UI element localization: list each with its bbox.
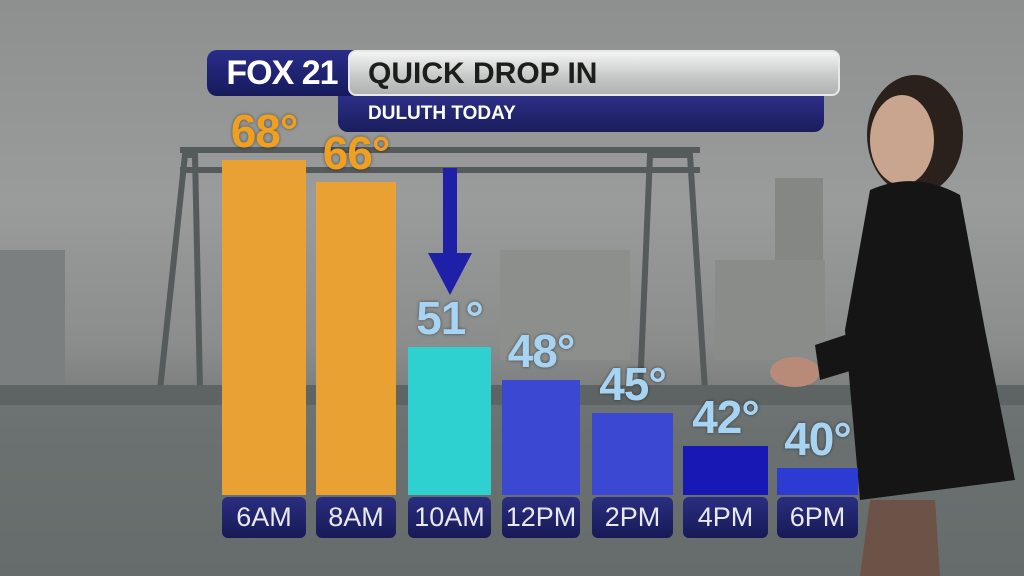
- value-label: 68°: [230, 105, 299, 157]
- station-logo: FOX 21: [207, 50, 357, 96]
- down-arrow-icon: [428, 168, 472, 295]
- category-label: 6PM: [777, 497, 858, 538]
- value-label: 66°: [322, 126, 391, 179]
- bar-4PM: [683, 445, 768, 495]
- bar-10AM: [408, 346, 491, 495]
- category-label: 6AM: [222, 497, 306, 538]
- value-label: 42°: [692, 390, 760, 443]
- value-label: 40°: [784, 412, 852, 465]
- category-label: 10AM: [408, 497, 491, 538]
- category-label: 4PM: [683, 497, 768, 538]
- building-center: [500, 250, 630, 360]
- aerial-lift-bridge: [157, 147, 708, 391]
- bar-6AM: [222, 160, 306, 495]
- headline: QUICK DROP IN TEMPERATURES: [348, 50, 840, 134]
- category-label: 2PM: [592, 497, 673, 538]
- value-label: 45°: [599, 357, 667, 410]
- building-left: [0, 250, 65, 390]
- bar-6PM: [777, 467, 858, 495]
- value-label: 51°: [416, 291, 484, 344]
- category-label: 8AM: [316, 497, 396, 538]
- value-label: 48°: [507, 324, 576, 377]
- bar-12PM: [502, 379, 580, 495]
- bar-2PM: [592, 412, 673, 495]
- subheadline: DULUTH TODAY: [338, 96, 824, 132]
- presenter-silhouette: [770, 75, 1015, 576]
- category-label: 12PM: [502, 497, 580, 538]
- bar-8AM: [316, 181, 396, 495]
